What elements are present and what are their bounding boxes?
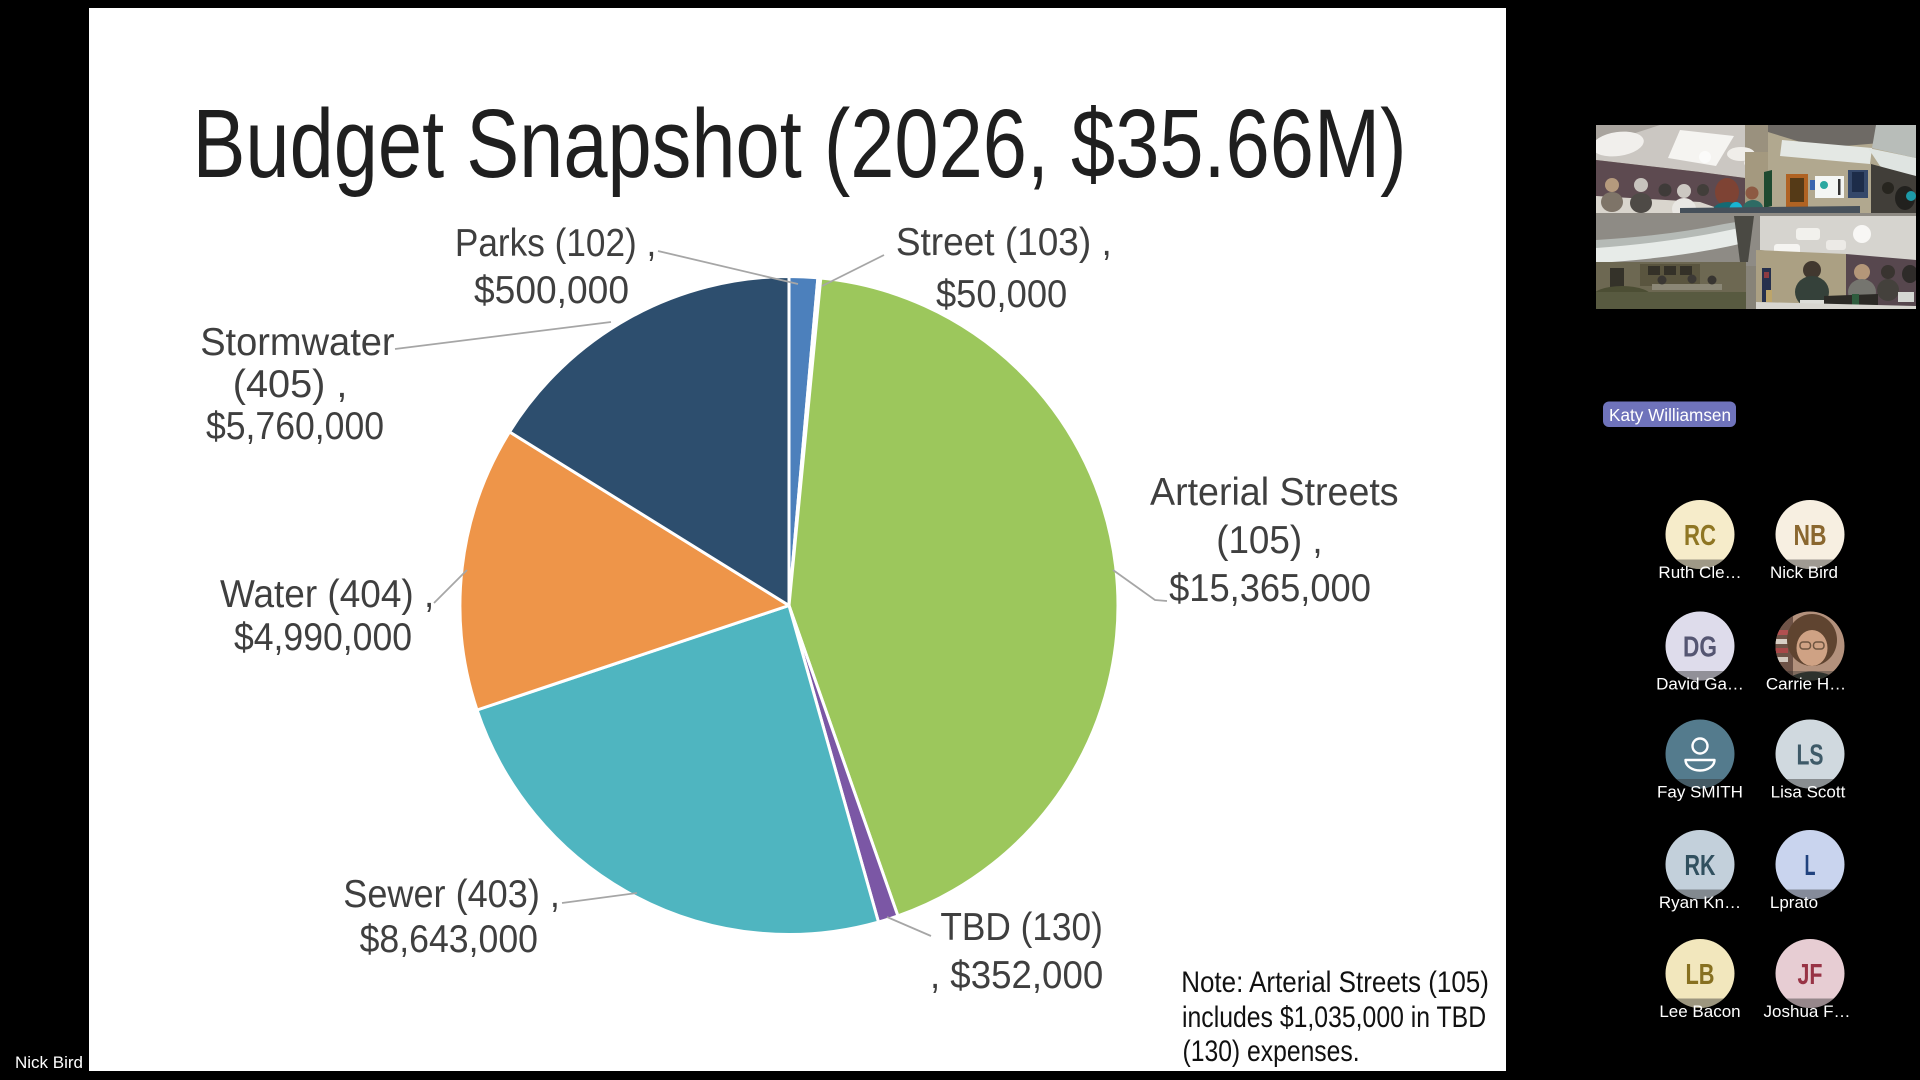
svg-text:Lisa Scott: Lisa Scott: [1771, 783, 1846, 802]
svg-text:DG: DG: [1683, 632, 1717, 664]
svg-text:Parks (102) ,: Parks (102) ,: [455, 222, 657, 265]
svg-text:$50,000: $50,000: [936, 273, 1067, 316]
svg-text:Lprato: Lprato: [1770, 893, 1818, 912]
svg-text:TBD (130): TBD (130): [940, 906, 1103, 949]
svg-text:Street (103) ,: Street (103) ,: [896, 221, 1112, 264]
svg-text:Arterial Streets: Arterial Streets: [1150, 471, 1399, 514]
svg-text:(130) expenses.: (130) expenses.: [1183, 1035, 1360, 1068]
svg-text:includes $1,035,000 in TBD: includes $1,035,000 in TBD: [1182, 1001, 1486, 1034]
svg-text:$15,365,000: $15,365,000: [1169, 567, 1371, 610]
svg-text:NB: NB: [1794, 520, 1827, 552]
svg-text:$8,643,000: $8,643,000: [360, 918, 538, 961]
svg-text:Sewer (403) ,: Sewer (403) ,: [343, 873, 560, 916]
svg-text:David Ga…: David Ga…: [1656, 675, 1744, 694]
svg-text:(105) ,: (105) ,: [1216, 519, 1322, 562]
svg-text:(405) ,: (405) ,: [233, 363, 348, 406]
svg-text:Nick Bird: Nick Bird: [15, 1053, 83, 1072]
svg-text:Note: Arterial Streets (105): Note: Arterial Streets (105): [1181, 966, 1489, 999]
svg-text:RK: RK: [1685, 850, 1716, 882]
svg-text:Katy Williamsen: Katy Williamsen: [1609, 405, 1731, 425]
svg-text:JF: JF: [1798, 959, 1823, 991]
svg-text:Fay SMITH: Fay SMITH: [1657, 783, 1743, 802]
svg-text:Water (404) ,: Water (404) ,: [220, 573, 434, 616]
svg-text:LB: LB: [1686, 959, 1715, 991]
svg-text:Ryan Kn…: Ryan Kn…: [1659, 893, 1741, 912]
svg-text:LS: LS: [1797, 740, 1824, 772]
svg-text:Nick Bird: Nick Bird: [1770, 563, 1838, 582]
svg-text:Budget Snapshot (2026, $35.66M: Budget Snapshot (2026, $35.66M): [192, 89, 1406, 198]
svg-text:L: L: [1805, 850, 1816, 882]
svg-text:Stormwater: Stormwater: [200, 321, 394, 364]
svg-text:Carrie H…: Carrie H…: [1766, 675, 1846, 694]
svg-text:$500,000: $500,000: [474, 269, 629, 312]
svg-text:$4,990,000: $4,990,000: [234, 616, 412, 659]
svg-text:$5,760,000: $5,760,000: [206, 405, 384, 448]
svg-text:, $352,000: , $352,000: [930, 954, 1103, 997]
svg-text:Lee Bacon: Lee Bacon: [1659, 1002, 1740, 1021]
svg-text:Ruth Cle…: Ruth Cle…: [1658, 563, 1741, 582]
svg-text:RC: RC: [1684, 520, 1716, 552]
svg-text:Joshua F…: Joshua F…: [1764, 1002, 1851, 1021]
